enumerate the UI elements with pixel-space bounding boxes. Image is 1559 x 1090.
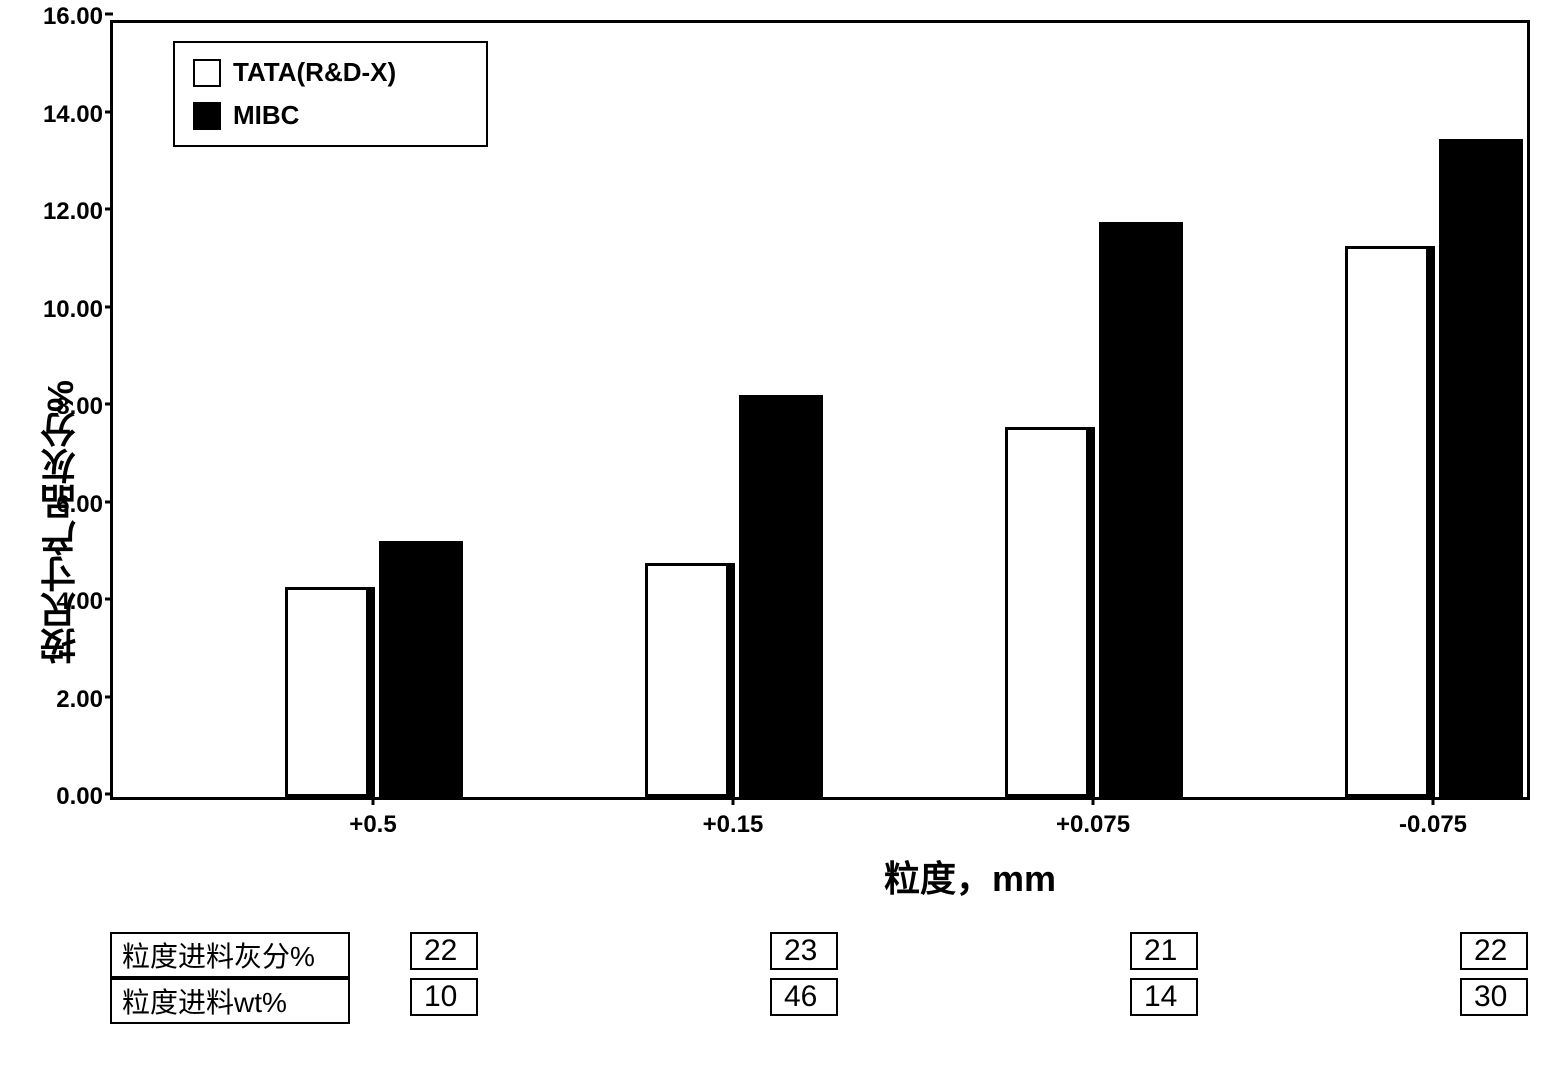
x-tick-label: +0.5 <box>349 811 396 839</box>
table-cell: 30 <box>1460 978 1528 1016</box>
y-tick-mark <box>105 403 113 406</box>
legend: TATA(R&D-X) MIBC <box>173 41 488 147</box>
x-tick-mark <box>1092 797 1095 805</box>
x-tick-mark <box>372 797 375 805</box>
y-tick-mark <box>105 500 113 503</box>
y-tick-label: 12.00 <box>43 198 103 226</box>
row-header: 粒度进料wt% <box>110 978 350 1024</box>
y-tick-label: 8.00 <box>56 393 103 421</box>
y-tick-mark <box>105 208 113 211</box>
table-cell: 46 <box>770 978 838 1016</box>
chart-container: 按尺寸产品灰分% TATA(R&D-X) MIBC 0.002.004.006.… <box>110 20 1530 1024</box>
legend-swatch-hollow <box>193 59 221 87</box>
x-tick-label: -0.075 <box>1399 811 1467 839</box>
bar-mibc <box>739 395 823 797</box>
y-tick-mark <box>105 598 113 601</box>
legend-label: TATA(R&D-X) <box>233 57 396 88</box>
bar-mibc <box>379 541 463 797</box>
y-tick-label: 0.00 <box>56 783 103 811</box>
x-tick-label: +0.15 <box>703 811 764 839</box>
y-tick-label: 16.00 <box>43 3 103 31</box>
bar-tata <box>1005 427 1089 798</box>
x-axis-label: 粒度，mm <box>410 850 1530 902</box>
y-tick-mark <box>105 305 113 308</box>
legend-swatch-filled <box>193 102 221 130</box>
x-tick-label: +0.075 <box>1056 811 1130 839</box>
legend-item-mibc: MIBC <box>193 100 396 131</box>
y-tick-label: 10.00 <box>43 296 103 324</box>
table-row: 粒度进料灰分% 22 23 21 22 <box>110 932 1530 978</box>
table-row: 粒度进料wt% 10 46 14 30 <box>110 978 1530 1024</box>
y-tick-mark <box>105 793 113 796</box>
row-header: 粒度进料灰分% <box>110 932 350 978</box>
bar-tata <box>645 563 729 797</box>
y-tick-label: 14.00 <box>43 101 103 129</box>
bar-tata <box>1345 246 1429 797</box>
x-tick-mark <box>732 797 735 805</box>
y-tick-mark <box>105 13 113 16</box>
table-cell: 21 <box>1130 932 1198 970</box>
y-tick-mark <box>105 695 113 698</box>
bar-mibc <box>1099 222 1183 797</box>
y-tick-label: 2.00 <box>56 686 103 714</box>
table-cell: 23 <box>770 932 838 970</box>
y-tick-label: 4.00 <box>56 588 103 616</box>
table-cell: 10 <box>410 978 478 1016</box>
legend-label: MIBC <box>233 100 299 131</box>
plot-area: TATA(R&D-X) MIBC 0.002.004.006.008.0010.… <box>110 20 1530 800</box>
y-tick-label: 6.00 <box>56 491 103 519</box>
x-tick-mark <box>1432 797 1435 805</box>
table-cell: 22 <box>410 932 478 970</box>
bar-mibc <box>1439 139 1523 797</box>
table-cell: 22 <box>1460 932 1528 970</box>
bar-tata <box>285 587 369 797</box>
y-axis-label: 按尺寸产品灰分% <box>35 380 87 664</box>
y-tick-mark <box>105 110 113 113</box>
legend-item-tata: TATA(R&D-X) <box>193 57 396 88</box>
table-cell: 14 <box>1130 978 1198 1016</box>
data-table: 粒度进料灰分% 22 23 21 22 粒度进料wt% 10 46 14 30 <box>110 932 1530 1024</box>
